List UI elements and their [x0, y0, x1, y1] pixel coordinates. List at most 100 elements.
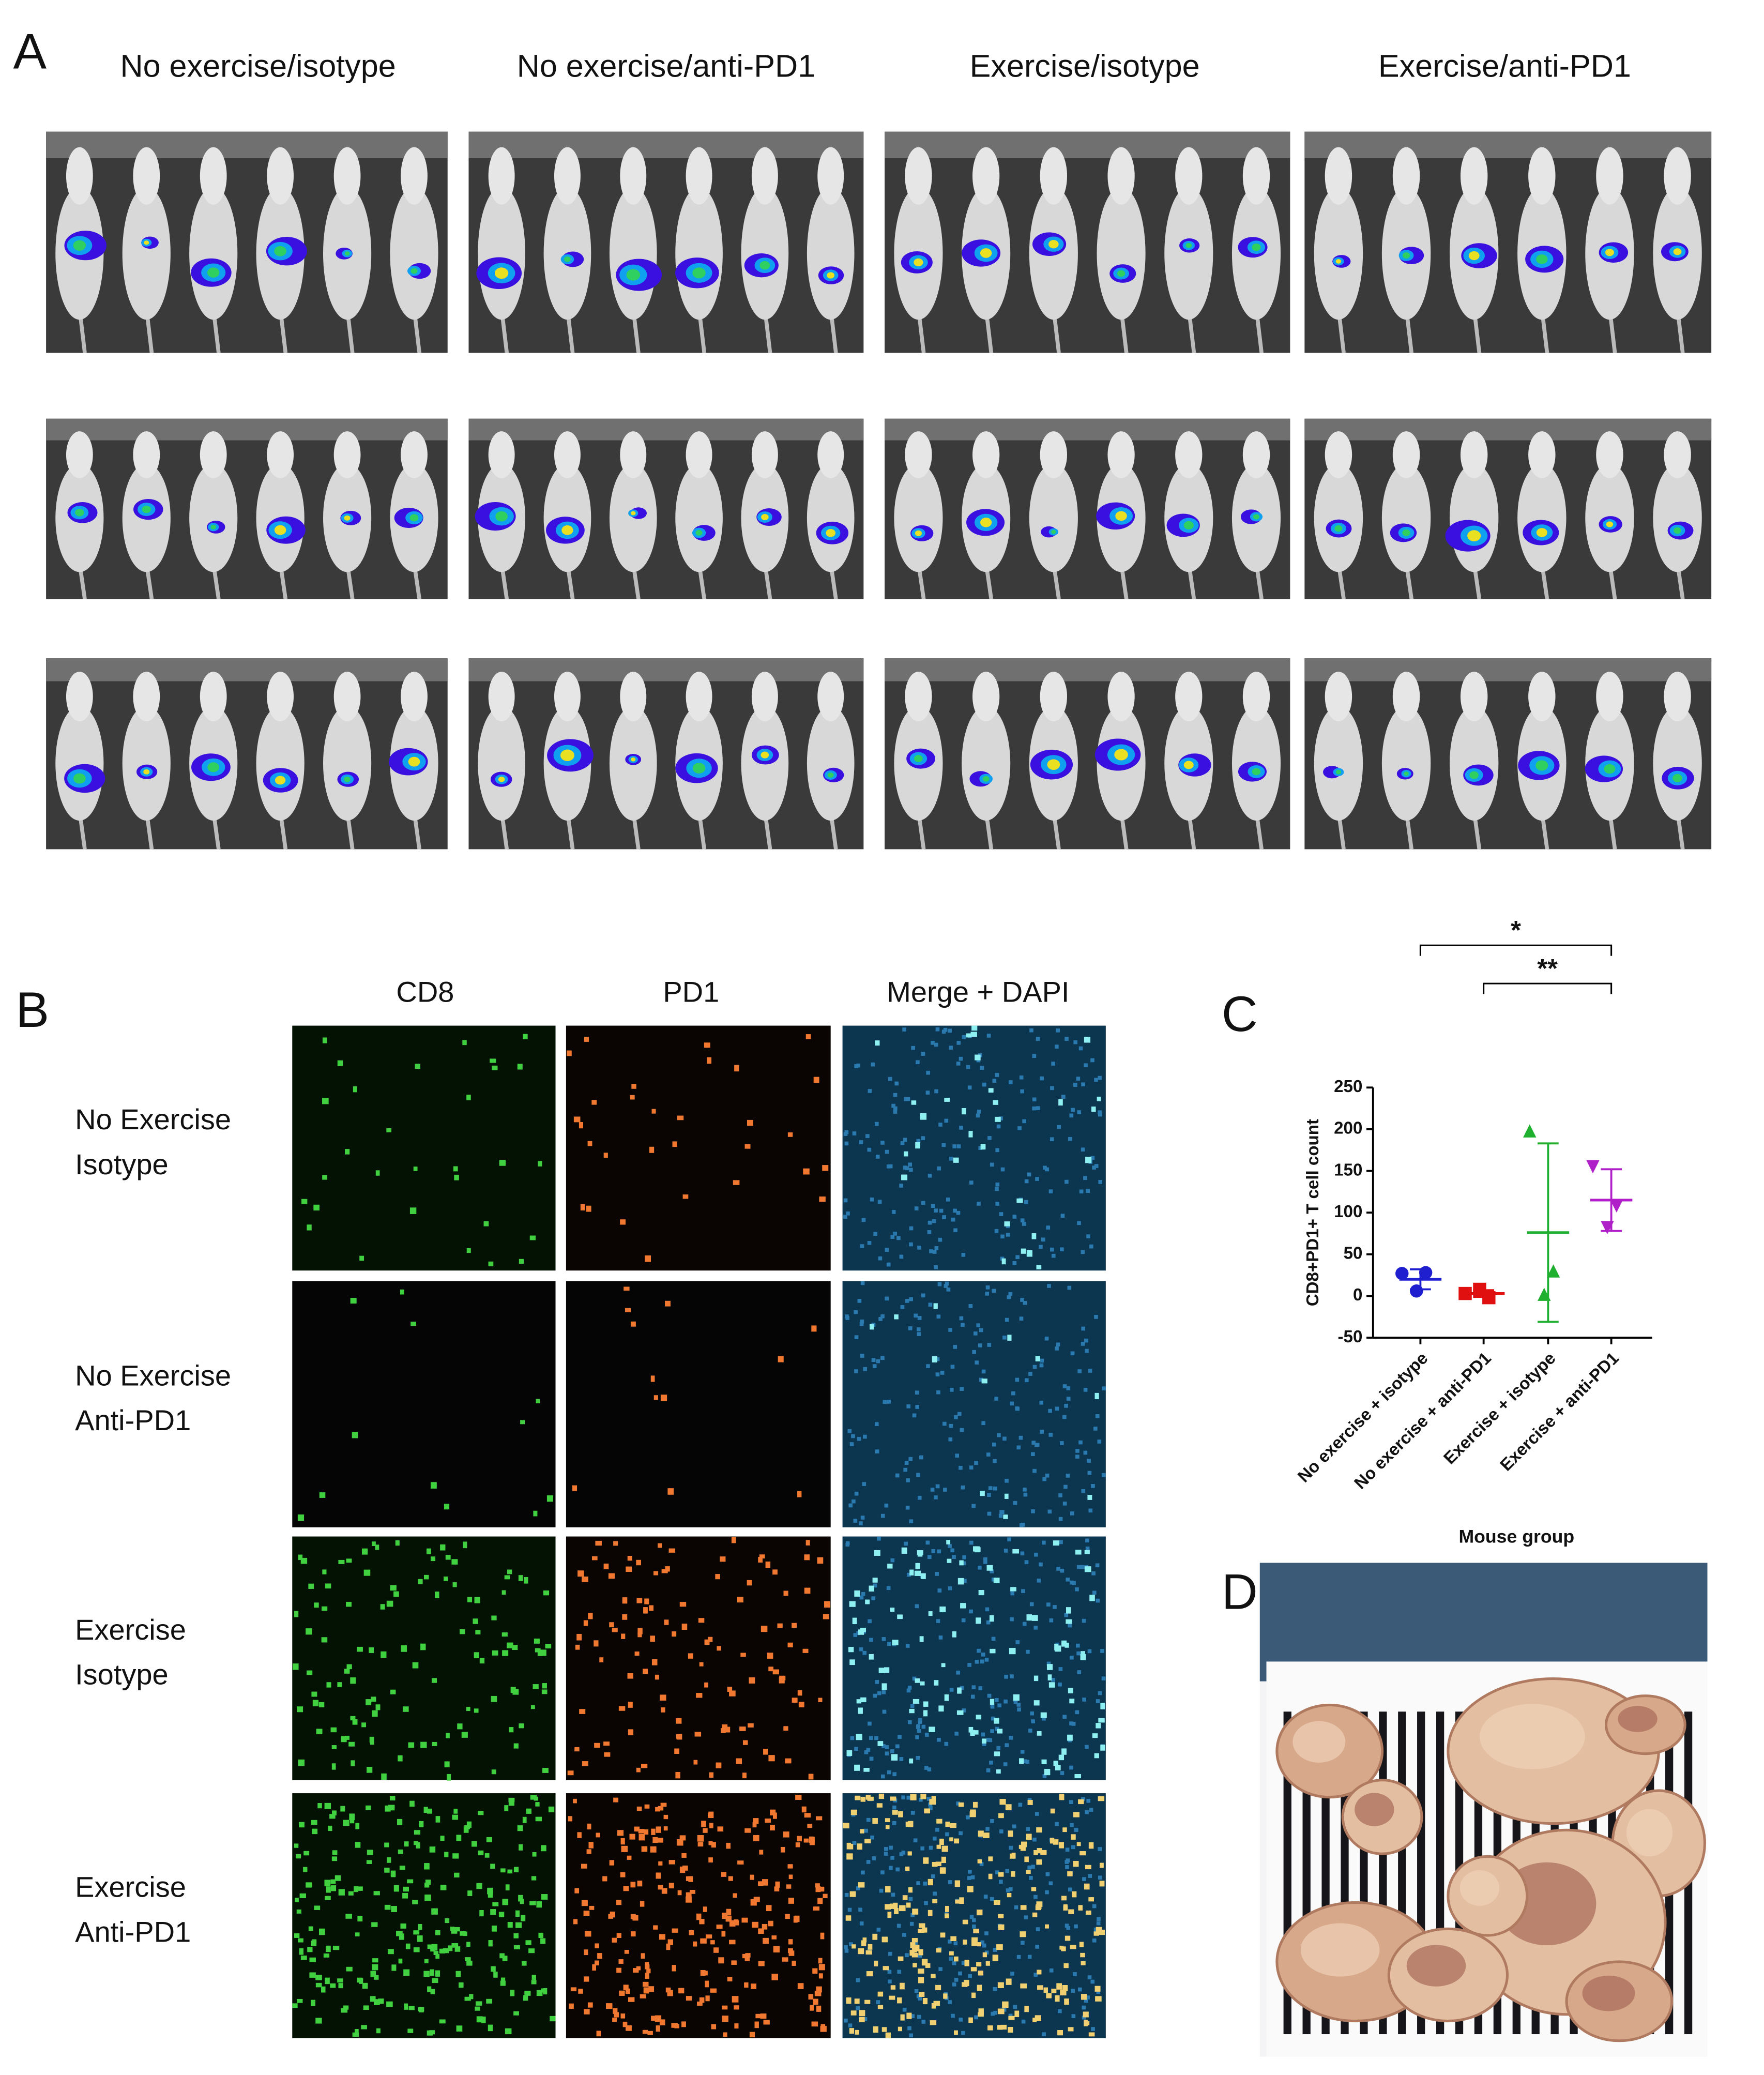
mouse-body [478, 706, 525, 821]
cell [783, 1591, 788, 1596]
dapi-speckle [1019, 1316, 1024, 1321]
cell [962, 1919, 968, 1925]
dapi-speckle [1042, 1540, 1046, 1545]
cell [322, 1606, 328, 1611]
cell [697, 2001, 703, 2006]
cell [976, 1962, 982, 1967]
dapi-speckle [1087, 1459, 1091, 1463]
cell [583, 1911, 590, 1916]
signal [1467, 530, 1481, 542]
dapi-speckle [1096, 1699, 1100, 1703]
cell [978, 1971, 984, 1976]
cell [636, 1559, 642, 1566]
cell [1020, 1845, 1026, 1851]
mouse-head [1460, 431, 1488, 478]
cage-bars [1304, 131, 1712, 158]
cell [883, 1966, 889, 1971]
cell [536, 1399, 540, 1403]
cell [621, 1633, 626, 1639]
cell [628, 1702, 633, 1708]
cell [917, 1550, 923, 1555]
cell [1085, 1910, 1091, 1915]
dapi-speckle [981, 1732, 985, 1737]
signal [827, 272, 835, 279]
dapi-speckle [1064, 1613, 1069, 1617]
dapi-speckle [873, 1693, 877, 1698]
dapi-speckle [934, 1246, 939, 1250]
column-header: No exercise/anti-PD1 [517, 49, 815, 84]
cell [398, 1958, 403, 1964]
dapi-speckle [1048, 1408, 1052, 1413]
cell [375, 1544, 379, 1550]
cell [299, 1948, 304, 1955]
cell [1007, 1892, 1012, 1898]
cell [872, 1818, 878, 1824]
micrograph [292, 1025, 556, 1271]
dapi-speckle [948, 1940, 952, 1944]
cell [786, 1884, 792, 1889]
cell [792, 1623, 797, 1628]
dapi-speckle [1066, 1474, 1070, 1478]
dapi-speckle [1092, 1165, 1096, 1170]
signal [1536, 254, 1548, 264]
cell [466, 1942, 470, 1947]
dapi-speckle [1051, 1062, 1055, 1066]
cell [939, 1838, 944, 1845]
cell [341, 1736, 347, 1743]
cell [1062, 1827, 1067, 1832]
cell [475, 2006, 480, 2011]
dapi-speckle [1077, 1110, 1082, 1114]
cell [297, 1514, 305, 1521]
cell [312, 1700, 319, 1706]
dapi-speckle [1098, 1076, 1102, 1080]
cell [345, 1914, 352, 1919]
cell [504, 1575, 510, 1580]
dapi-speckle [907, 1572, 911, 1577]
cell [429, 1846, 436, 1853]
cell [734, 1920, 739, 1926]
dapi-speckle [861, 1592, 865, 1596]
dapi-speckle [916, 1473, 920, 1477]
dapi-speckle [1008, 1887, 1013, 1891]
cell [954, 1880, 961, 1887]
dapi-speckle [948, 1437, 953, 1442]
cell [795, 1794, 802, 1800]
cell [703, 1828, 708, 1833]
dapi-speckle [892, 1772, 896, 1777]
dapi-speckle [1082, 2016, 1086, 2020]
x-tick-label: No exercise + isotype [1294, 1349, 1432, 1486]
cell [1014, 2010, 1020, 2017]
cell [533, 1684, 539, 1689]
cell [973, 1928, 979, 1933]
cell [306, 1628, 312, 1635]
dapi-speckle [1081, 1797, 1085, 1801]
dapi-speckle [1096, 1921, 1101, 1926]
cell [731, 1537, 736, 1543]
cell [857, 1843, 862, 1850]
cell [570, 1987, 577, 1992]
dapi-speckle [1039, 1363, 1044, 1368]
cell [644, 1804, 650, 1809]
row-label: Anti-PD1 [75, 1915, 191, 1948]
cell [540, 1938, 546, 1944]
dapi-speckle [849, 1942, 853, 1946]
cell [771, 1974, 779, 1980]
cell [1027, 1800, 1033, 1805]
signal [827, 772, 834, 778]
dapi-speckle [937, 1166, 941, 1171]
cell [878, 1793, 885, 1799]
dapi-speckle [1007, 1537, 1011, 1541]
cell [513, 2011, 519, 2016]
mouse-head [972, 672, 1000, 722]
signal [210, 524, 217, 529]
micrograph-background [842, 1025, 1106, 1271]
dapi-speckle [1092, 1938, 1097, 1943]
cell [729, 1940, 736, 1945]
dapi-speckle [868, 1089, 872, 1093]
dapi-speckle [979, 1862, 984, 1866]
cell [1089, 1595, 1095, 1601]
cell [435, 1816, 440, 1823]
cell [303, 1867, 308, 1872]
dapi-speckle [1058, 2009, 1062, 2013]
cell [997, 2008, 1005, 2015]
